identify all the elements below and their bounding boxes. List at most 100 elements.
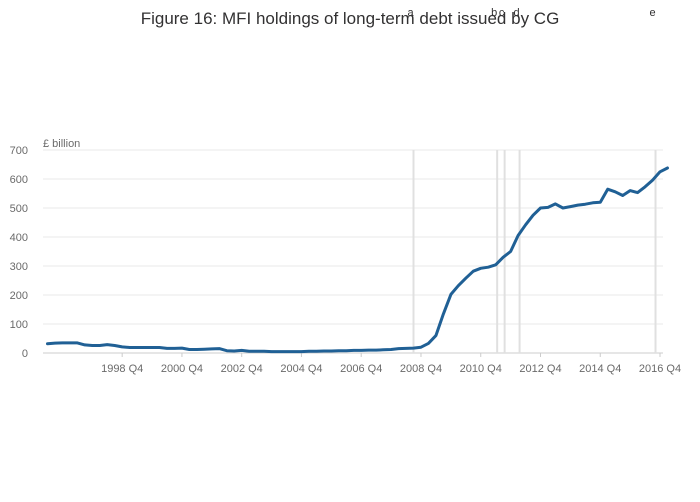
data-point: [494, 263, 497, 266]
data-point: [203, 348, 206, 351]
data-point: [136, 346, 139, 349]
data-point: [644, 185, 647, 188]
marker-label: b: [491, 7, 497, 19]
data-point: [322, 350, 325, 353]
data-point: [300, 350, 303, 353]
data-point: [188, 348, 191, 351]
x-tick-label: 2002 Q4: [221, 363, 263, 375]
data-point: [666, 167, 669, 170]
chart-title: Figure 16: MFI holdings of long-term deb…: [141, 9, 560, 28]
data-point: [98, 344, 101, 347]
data-point: [479, 267, 482, 270]
data-point: [46, 342, 49, 345]
data-point: [539, 207, 542, 210]
data-point: [405, 347, 408, 350]
data-point: [532, 214, 535, 217]
data-point: [367, 349, 370, 352]
x-tick-label: 2004 Q4: [280, 363, 322, 375]
x-tick-label: 2010 Q4: [460, 363, 502, 375]
data-point: [591, 201, 594, 204]
data-point: [68, 341, 71, 344]
y-tick-label: 500: [10, 203, 28, 215]
data-point: [337, 349, 340, 352]
data-point: [61, 341, 64, 344]
data-point: [278, 350, 281, 353]
data-point: [427, 342, 430, 345]
gridlines: [43, 149, 663, 354]
x-tick-label: 2000 Q4: [161, 363, 203, 375]
data-point: [307, 350, 310, 353]
marker-label: e: [649, 7, 655, 19]
x-tick-label: 2012 Q4: [519, 363, 561, 375]
data-point: [420, 346, 423, 349]
x-tick-label: 2006 Q4: [340, 363, 382, 375]
data-point: [255, 350, 258, 353]
data-point: [524, 223, 527, 226]
data-point: [397, 347, 400, 350]
data-point: [561, 207, 564, 210]
data-point: [449, 293, 452, 296]
series-line: [46, 166, 669, 354]
data-point: [285, 350, 288, 353]
y-tick-label: 100: [10, 319, 28, 331]
data-point: [210, 347, 213, 350]
series-lines: [46, 166, 669, 354]
data-point: [121, 345, 124, 348]
x-tick-label: 2008 Q4: [400, 363, 442, 375]
data-point: [569, 205, 572, 208]
data-point: [293, 350, 296, 353]
y-tick-label: 200: [10, 290, 28, 302]
data-point: [91, 344, 94, 347]
x-tick-label: 2014 Q4: [579, 363, 621, 375]
data-point: [547, 206, 550, 209]
data-point: [442, 312, 445, 315]
data-point: [472, 270, 475, 273]
marker-label: d: [514, 7, 520, 19]
data-point: [412, 347, 415, 350]
data-point: [629, 189, 632, 192]
data-point: [576, 204, 579, 207]
x-tick-label: 2016 Q4: [639, 363, 681, 375]
data-point: [158, 346, 161, 349]
data-point: [248, 350, 251, 353]
data-point: [554, 202, 557, 205]
data-point: [315, 350, 318, 353]
data-point: [434, 334, 437, 337]
y-tick-label: 300: [10, 261, 28, 273]
data-point: [464, 277, 467, 280]
data-point: [76, 341, 79, 344]
data-point: [584, 203, 587, 206]
y-tick-label: 600: [10, 174, 28, 186]
data-point: [330, 350, 333, 353]
data-point: [517, 234, 520, 237]
marker-label: a: [407, 7, 414, 19]
data-point: [180, 347, 183, 350]
data-point: [636, 191, 639, 194]
data-point: [502, 256, 505, 259]
data-point: [218, 347, 221, 350]
data-point: [166, 347, 169, 350]
data-point: [651, 179, 654, 182]
data-point: [390, 348, 393, 351]
marker-label: c: [499, 7, 505, 19]
data-point: [599, 201, 602, 204]
y-axis-label: £ billion: [43, 138, 80, 150]
y-tick-label: 0: [22, 348, 28, 360]
data-point: [173, 347, 176, 350]
data-point: [263, 350, 266, 353]
data-point: [225, 349, 228, 352]
data-point: [143, 346, 146, 349]
data-point: [509, 250, 512, 253]
data-point: [659, 170, 662, 173]
data-point: [83, 343, 86, 346]
data-point: [345, 349, 348, 352]
data-point: [240, 349, 243, 352]
data-point: [621, 194, 624, 197]
data-point: [606, 188, 609, 191]
data-point: [352, 349, 355, 352]
data-point: [233, 350, 236, 353]
y-axis: 0 100 200 300 400 500 600 700: [10, 145, 28, 360]
data-point: [151, 346, 154, 349]
